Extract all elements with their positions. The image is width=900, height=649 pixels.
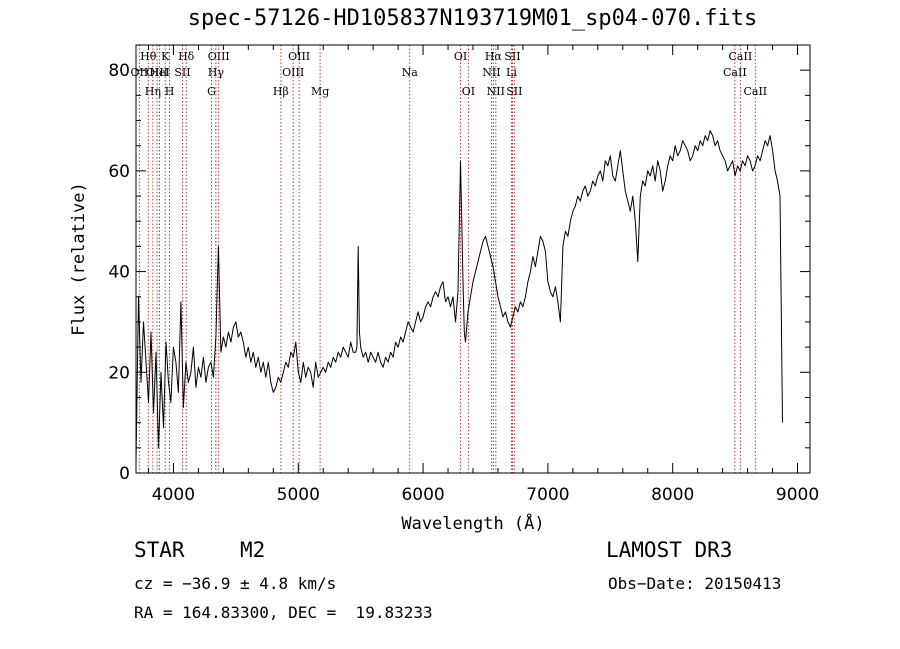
redshift-velocity: cz = −36.9 ± 4.8 km/s [134,574,337,593]
line-label: H [165,85,175,98]
y-tick-label: 0 [119,464,130,484]
page-title: spec-57126-HD105837N193719M01_sp04-070.f… [187,6,758,31]
y-axis-label: Flux (relative) [69,182,89,336]
line-label: SII [504,50,520,63]
line-label: OIII [208,50,230,63]
line-label: OIII [288,50,310,63]
line-label: OIII [282,66,304,79]
y-tick-label: 80 [108,61,130,81]
line-label: OI [454,50,467,63]
line-label: CaII [723,66,747,79]
emission-line-labels: OII Hθ OIII Hη K HeI H SII Hδ OIII Hγ G Hβ OIII OIII Mg… [131,50,768,98]
x-tick-label: 6000 [401,485,444,505]
x-tick-label: 4000 [152,485,195,505]
coordinates: RA = 164.83300, DEC = 19.83233 [134,603,433,622]
line-label: Hθ [140,50,157,63]
line-label: Hδ [178,50,195,63]
axis-ticks: 4000 5000 6000 7000 8000 9000 0 20 40 60 80 [108,44,819,505]
line-label: Li [506,66,517,79]
y-tick-label: 60 [108,162,130,182]
line-label: G [207,85,216,98]
x-axis-label: Wavelength (Å) [401,512,544,534]
x-tick-label: 7000 [526,485,569,505]
y-tick-label: 20 [108,363,130,383]
line-label: NII [482,66,500,79]
line-label: OIII [146,66,168,79]
line-label: K [161,50,170,63]
spectrum-series [135,130,783,463]
line-label: Na [402,66,419,79]
line-label: CaII [729,50,753,63]
x-tick-label: 9000 [776,485,819,505]
line-label: CaII [743,85,767,98]
line-label: Hβ [273,85,289,98]
emission-line-markers [138,45,756,473]
line-label: HeI [149,66,169,79]
line-label: Hα [485,50,503,63]
survey-name: LAMOST DR3 [606,538,733,562]
line-label: SII [506,85,522,98]
line-label: Hη [145,85,161,98]
spectrum-line [135,130,783,463]
x-tick-label: 5000 [277,485,320,505]
object-subclass: M2 [240,538,266,562]
line-label: Hγ [208,66,225,79]
y-tick-label: 40 [108,263,130,283]
line-label: NII [487,85,505,98]
object-class: STAR [134,538,185,562]
line-label: SII [174,66,190,79]
line-label: OII [131,66,149,79]
observation-date: Obs−Date: 20150413 [608,574,782,593]
line-label: Mg [311,85,329,98]
line-label: OI [462,85,475,98]
plot-frame [135,44,811,474]
x-tick-label: 8000 [651,485,694,505]
